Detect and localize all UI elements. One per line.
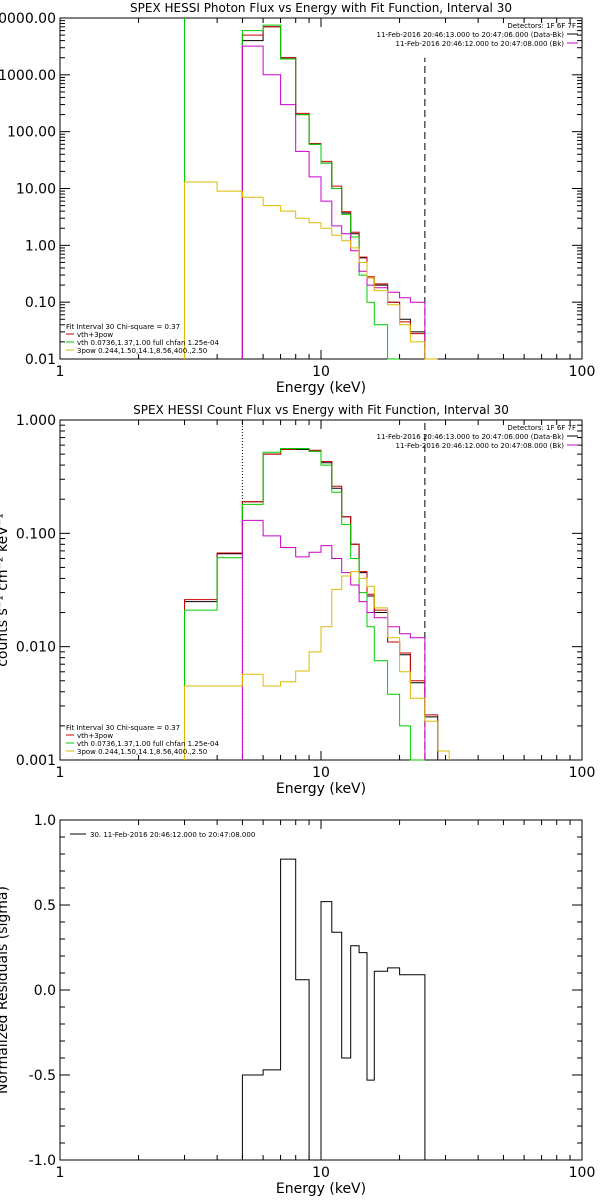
count-y-tick-label: 1.000 <box>16 413 56 429</box>
photon-series-4-step-line <box>184 181 438 360</box>
photon-legend-bottom-text: vth+3pow <box>77 331 113 339</box>
count-legend-top-text: 11-Feb-2016 20:46:12.000 to 20:47:08.000… <box>396 442 565 450</box>
photon-y-tick-label: 0.10 <box>25 295 56 311</box>
count-legend-top-text: Detectors: 1F 6F 7F <box>507 424 576 432</box>
photon-y-tick-label: 1.00 <box>25 238 56 254</box>
photon-y-tick-label: 0.01 <box>25 352 56 368</box>
photon-legend-bottom-text: 3pow 0.244,1.50,14.1,8.56,400.,2.50 <box>77 347 207 355</box>
photon-series-3-step-line <box>241 45 426 359</box>
count-x-tick-label: 1 <box>56 765 65 781</box>
photon-legend-top-text: 11-Feb-2016 20:46:13.000 to 20:47:06.000… <box>377 31 565 39</box>
photon-legend-bottom-text: vth 0.0736,1.37,1.00 full chfan 1.25e-04 <box>77 339 219 347</box>
photon-legend-top-text: Detectors: 1F 6F 7F <box>507 22 576 30</box>
photon-legend-bottom-text: Fit Interval 30 Chi-square = 0.37 <box>66 323 180 331</box>
residuals-y-axis-label: Normalized Residuals (sigma) <box>0 886 11 1094</box>
photon-y-tick-label: 10.00 <box>16 182 56 198</box>
count-legend-bottom-text: 3pow 0.244,1.50,14.1,8.56,400.,2.50 <box>77 748 207 756</box>
photon-series-2-step-line <box>241 24 400 360</box>
count-title: SPEX HESSI Count Flux vs Energy with Fit… <box>133 403 509 417</box>
residuals-y-tick-label: -1.0 <box>29 1153 56 1169</box>
count-series-4-step-line <box>184 571 450 760</box>
residuals-legend-text: 30. 11-Feb-2016 20:46:12.000 to 20:47:08… <box>90 831 255 839</box>
count-x-axis-label: Energy (keV) <box>276 781 366 797</box>
photon-x-tick-label: 100 <box>569 364 596 380</box>
count-x-tick-label: 100 <box>569 765 596 781</box>
count-axes-frame <box>59 419 583 761</box>
photon-x-axis-label: Energy (keV) <box>276 380 366 396</box>
count-series-2-step-line <box>184 448 425 761</box>
residuals-x-tick-label: 10 <box>312 1165 330 1181</box>
residuals-y-tick-label: 1.0 <box>34 813 56 829</box>
residuals-y-tick-label: 0.0 <box>34 983 56 999</box>
count-legend-bottom-text: Fit Interval 30 Chi-square = 0.37 <box>66 724 180 732</box>
residuals-series-0-step-line <box>241 858 426 1161</box>
residuals-x-tick-label: 1 <box>56 1165 65 1181</box>
count-y-tick-label: 0.100 <box>16 526 56 542</box>
photon-legend-top-text: 11-Feb-2016 20:46:12.000 to 20:47:08.000… <box>396 40 565 48</box>
photon-title: SPEX HESSI Photon Flux vs Energy with Fi… <box>130 1 512 15</box>
photon-y-tick-label: 0000.00 <box>0 11 56 27</box>
count-series-3-step-line <box>241 519 426 760</box>
photon-series-1-step-line <box>241 26 426 359</box>
photon-series-0-step-line <box>241 26 426 359</box>
photon-x-tick-label: 1 <box>56 364 65 380</box>
photon-y-tick-label: 100.00 <box>7 125 56 141</box>
residuals-x-tick-label: 100 <box>569 1165 596 1181</box>
residuals-x-axis-label: Energy (keV) <box>276 1181 366 1197</box>
count-legend-top-text: 11-Feb-2016 20:46:13.000 to 20:47:06.000… <box>377 433 565 441</box>
residuals-y-tick-label: -0.5 <box>29 1068 56 1084</box>
count-x-tick-label: 10 <box>312 765 330 781</box>
count-y-tick-label: 0.001 <box>16 753 56 769</box>
count-legend-bottom-text: vth 0.0736,1.37,1.00 full chfan 1.25e-04 <box>77 740 219 748</box>
count-legend-bottom-text: vth+3pow <box>77 732 113 740</box>
photon-x-tick-label: 10 <box>312 364 330 380</box>
count-y-tick-label: 0.010 <box>16 640 56 656</box>
photon-y-tick-label: 1000.00 <box>0 68 56 84</box>
count-y-axis-label: counts s⁻¹ cm⁻² keV⁻¹ <box>0 513 11 667</box>
residuals-y-tick-label: 0.5 <box>34 898 56 914</box>
